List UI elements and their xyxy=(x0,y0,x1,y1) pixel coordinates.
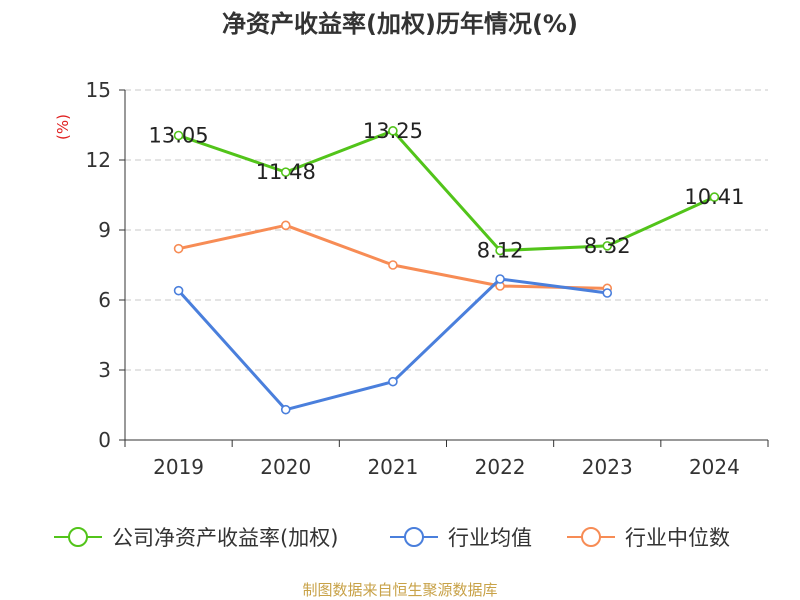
series-line-2 xyxy=(178,223,608,290)
x-tick-label: 2024 xyxy=(689,455,740,479)
data-point xyxy=(388,260,398,270)
chart-title: 净资产收益率(加权)历年情况(%) xyxy=(222,10,578,38)
legend-marker xyxy=(404,527,424,547)
x-tick-label: 2020 xyxy=(260,455,311,479)
x-tick-label: 2019 xyxy=(153,455,204,479)
data-source-note: 制图数据来自恒生聚源数据库 xyxy=(302,581,497,599)
data-point xyxy=(280,220,291,231)
data-label: 11.48 xyxy=(256,160,316,184)
data-point xyxy=(709,192,720,202)
data-point xyxy=(495,245,505,256)
data-point xyxy=(173,243,184,254)
data-label: 13.25 xyxy=(363,119,423,143)
y-tick-label: 12 xyxy=(86,148,111,172)
data-point xyxy=(388,376,398,387)
x-tick-label: 2022 xyxy=(475,455,526,479)
legend-marker xyxy=(68,527,88,547)
x-tick-label: 2021 xyxy=(367,455,418,479)
y-tick-label: 0 xyxy=(98,428,111,452)
series-line-0 xyxy=(178,129,716,253)
y-tick-label: 3 xyxy=(98,358,111,382)
data-point xyxy=(280,167,291,177)
y-axis-label: (%) xyxy=(54,114,72,140)
y-tick-label: 15 xyxy=(86,78,111,102)
data-point xyxy=(602,288,613,298)
data-label: 8.12 xyxy=(477,239,524,263)
data-point xyxy=(602,241,613,251)
legend-label: 公司净资产收益率(加权) xyxy=(112,526,338,550)
y-tick-label: 9 xyxy=(98,218,111,242)
data-label: 13.05 xyxy=(149,124,209,148)
legend-label: 行业均值 xyxy=(448,526,532,550)
data-point xyxy=(388,126,398,136)
data-label: 8.32 xyxy=(584,234,631,258)
data-point xyxy=(173,130,184,141)
series-line-1 xyxy=(177,277,608,412)
legend-label: 行业中位数 xyxy=(625,526,730,550)
data-point xyxy=(280,404,291,415)
x-tick-label: 2023 xyxy=(582,455,633,479)
y-tick-label: 6 xyxy=(98,288,111,312)
data-point xyxy=(495,274,505,284)
data-label: 10.41 xyxy=(684,185,744,209)
data-point xyxy=(173,285,184,296)
legend-marker xyxy=(581,527,601,547)
